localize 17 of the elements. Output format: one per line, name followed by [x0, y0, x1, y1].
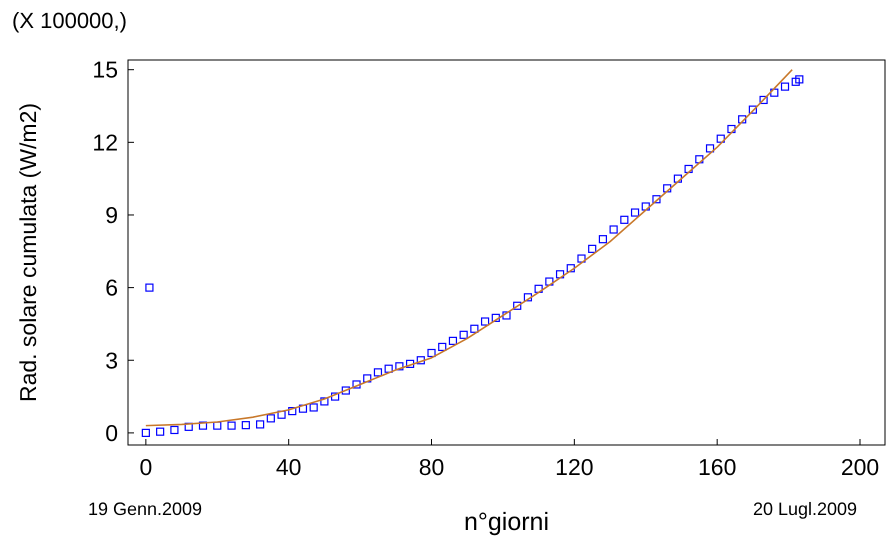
y-tick-label: 0 [105, 420, 118, 446]
x-tick-label: 80 [418, 454, 444, 480]
y-tick-label: 3 [105, 347, 118, 374]
x-tick-label: 160 [698, 454, 736, 480]
x-tick-label: 0 [139, 454, 152, 480]
y-tick-label: 12 [92, 129, 118, 156]
text: 19 Genn.2009 [88, 499, 202, 519]
x-axis-title: n°giorni [464, 508, 550, 536]
y-tick-label: 15 [92, 56, 118, 83]
y-axis-title: Rad. solare cumulata (W/m2) [15, 102, 41, 402]
text: (X 100000,) [12, 8, 127, 33]
x-tick-label: 120 [555, 454, 594, 480]
text: 20 Lugl.2009 [752, 499, 858, 519]
x-tick-label: 200 [840, 454, 880, 480]
y-tick-label: 6 [105, 274, 118, 301]
x-tick-label: 40 [276, 454, 302, 480]
y-tick-label: 9 [105, 202, 118, 228]
